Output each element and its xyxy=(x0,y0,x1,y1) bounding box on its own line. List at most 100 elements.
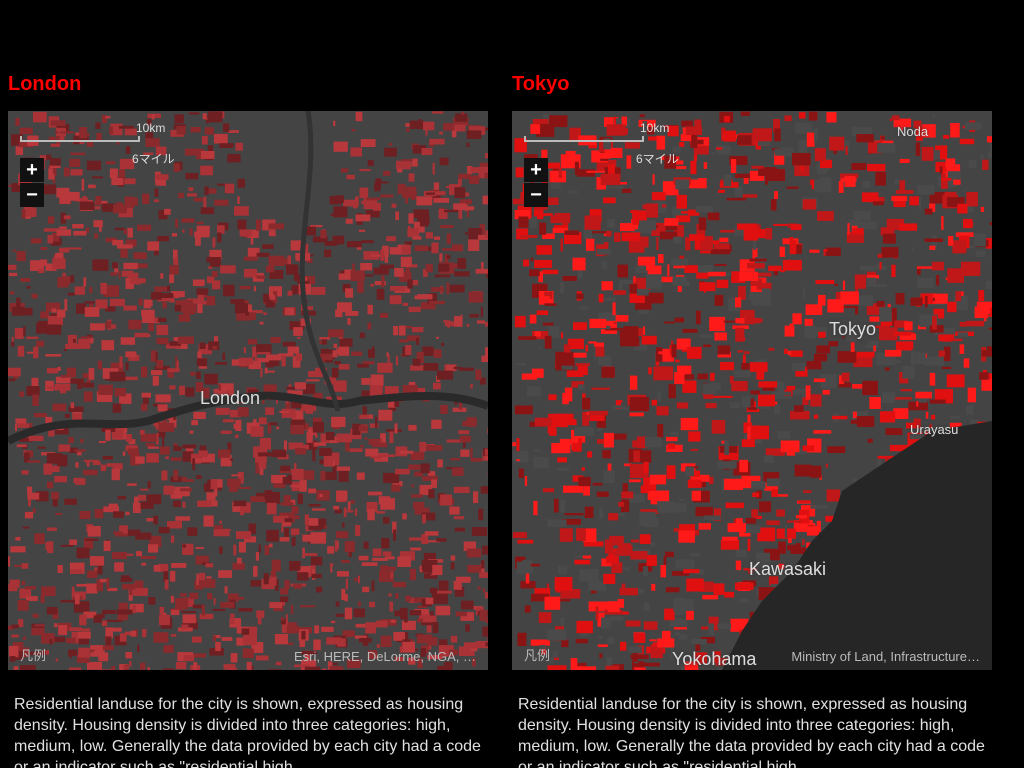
place-label: Noda xyxy=(897,124,929,139)
density-patch xyxy=(9,272,18,277)
density-patch xyxy=(52,175,56,184)
density-patch xyxy=(938,334,955,342)
legend-button[interactable]: 凡例 xyxy=(20,648,47,663)
density-patch xyxy=(802,445,815,452)
density-patch xyxy=(705,655,723,665)
map[interactable]: 10km 6マイル + − Noda Tokyo Urayasu Kawasak… xyxy=(512,111,992,670)
density-patch xyxy=(541,149,548,164)
density-patch xyxy=(414,609,429,615)
density-patch xyxy=(9,579,20,588)
density-patch xyxy=(105,237,117,243)
density-patch xyxy=(547,629,567,641)
density-patch xyxy=(479,162,488,168)
density-patch xyxy=(230,653,238,663)
density-patch xyxy=(786,186,799,189)
density-patch xyxy=(735,582,754,590)
density-patch xyxy=(15,146,24,155)
density-patch xyxy=(964,222,974,226)
density-patch xyxy=(88,368,95,380)
density-patch xyxy=(842,280,846,290)
density-patch xyxy=(60,599,75,603)
density-patch xyxy=(129,603,144,613)
zoom-in[interactable]: + xyxy=(524,158,548,182)
density-patch xyxy=(766,478,780,487)
density-patch xyxy=(747,414,751,426)
density-patch xyxy=(517,632,527,646)
density-patch xyxy=(881,392,896,403)
density-patch xyxy=(695,640,701,651)
zoom-in[interactable]: + xyxy=(20,158,44,182)
density-patch xyxy=(847,223,850,235)
density-patch xyxy=(881,247,899,258)
density-patch xyxy=(307,522,322,531)
zoom-out[interactable]: − xyxy=(524,183,548,207)
density-patch xyxy=(125,445,138,451)
density-patch xyxy=(155,174,169,180)
density-patch xyxy=(253,286,256,292)
density-patch xyxy=(83,537,94,549)
density-patch xyxy=(813,353,827,362)
density-patch xyxy=(213,529,230,537)
density-patch xyxy=(588,142,597,149)
density-patch xyxy=(465,232,468,235)
density-patch xyxy=(363,541,369,549)
density-patch xyxy=(35,491,49,502)
density-patch xyxy=(957,332,968,337)
density-patch xyxy=(646,203,659,218)
density-patch xyxy=(626,155,632,169)
density-patch xyxy=(487,636,488,645)
density-patch xyxy=(354,577,358,582)
density-patch xyxy=(735,318,745,324)
density-patch xyxy=(178,314,191,322)
density-patch xyxy=(109,298,125,307)
density-patch xyxy=(125,434,132,442)
density-patch xyxy=(577,364,588,376)
density-patch xyxy=(196,371,201,378)
density-patch xyxy=(479,224,486,235)
density-patch xyxy=(825,247,841,256)
density-patch xyxy=(146,300,153,307)
density-patch xyxy=(776,509,785,517)
density-patch xyxy=(682,380,697,393)
map[interactable]: 10km 6マイル + − London 凡例 Esri, HERE, DeLo… xyxy=(8,111,488,670)
density-patch xyxy=(429,138,445,145)
density-patch xyxy=(84,301,95,304)
density-patch xyxy=(929,192,945,204)
density-patch xyxy=(666,436,678,442)
density-patch xyxy=(149,536,162,548)
density-patch xyxy=(105,429,111,441)
density-patch xyxy=(175,516,190,521)
density-patch xyxy=(59,247,70,253)
density-patch xyxy=(164,579,169,590)
density-patch xyxy=(677,285,682,292)
density-patch xyxy=(351,129,356,132)
density-patch xyxy=(360,263,373,271)
density-patch xyxy=(774,148,785,156)
density-patch xyxy=(243,634,257,646)
density-patch xyxy=(409,610,422,616)
density-patch xyxy=(130,454,140,466)
density-patch xyxy=(266,502,277,515)
density-patch xyxy=(282,476,292,485)
density-patch xyxy=(114,562,124,572)
density-patch xyxy=(950,338,963,342)
density-patch xyxy=(651,192,666,201)
legend-button[interactable]: 凡例 xyxy=(524,648,551,663)
density-patch xyxy=(663,556,667,567)
density-patch xyxy=(171,563,187,568)
density-patch xyxy=(162,435,165,447)
density-patch xyxy=(331,416,346,428)
density-patch xyxy=(174,486,190,497)
density-patch xyxy=(381,275,385,288)
density-patch xyxy=(63,191,80,201)
zoom-out[interactable]: − xyxy=(20,183,44,207)
density-patch xyxy=(424,531,439,536)
density-patch xyxy=(280,588,289,595)
density-patch xyxy=(613,433,627,440)
density-patch xyxy=(906,422,917,429)
density-patch xyxy=(405,595,412,602)
density-patch xyxy=(169,385,176,390)
density-patch xyxy=(534,417,552,427)
density-patch xyxy=(595,346,605,357)
density-patch xyxy=(119,158,135,170)
